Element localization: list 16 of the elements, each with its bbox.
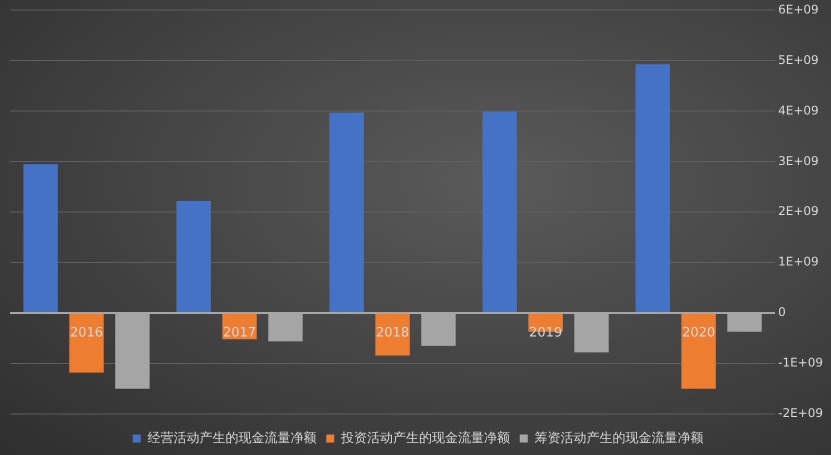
x-tick-label: 2018 bbox=[376, 325, 410, 340]
y-tick-label: 3E+09 bbox=[778, 154, 819, 168]
y-tick-label: -1E+09 bbox=[778, 356, 824, 370]
legend-label: 筹资活动产生的现金流量净额 bbox=[534, 430, 704, 446]
y-tick-label: 2E+09 bbox=[778, 204, 819, 218]
y-tick-label: 0 bbox=[778, 305, 786, 320]
y-tick-label: 4E+09 bbox=[778, 103, 819, 118]
x-tick-label: 2016 bbox=[70, 325, 104, 340]
legend-label: 投资活动产生的现金流量净额 bbox=[340, 430, 510, 446]
y-tick-label: 6E+09 bbox=[778, 2, 819, 16]
y-tick-label: -2E+09 bbox=[778, 406, 824, 420]
y-tick-label: 1E+09 bbox=[778, 254, 819, 269]
y-tick-label: 5E+09 bbox=[778, 52, 819, 67]
legend-label: 经营活动产生的现金流量净额 bbox=[147, 430, 316, 446]
x-tick-label: 2020 bbox=[682, 325, 716, 340]
x-tick-label: 2017 bbox=[222, 325, 256, 340]
